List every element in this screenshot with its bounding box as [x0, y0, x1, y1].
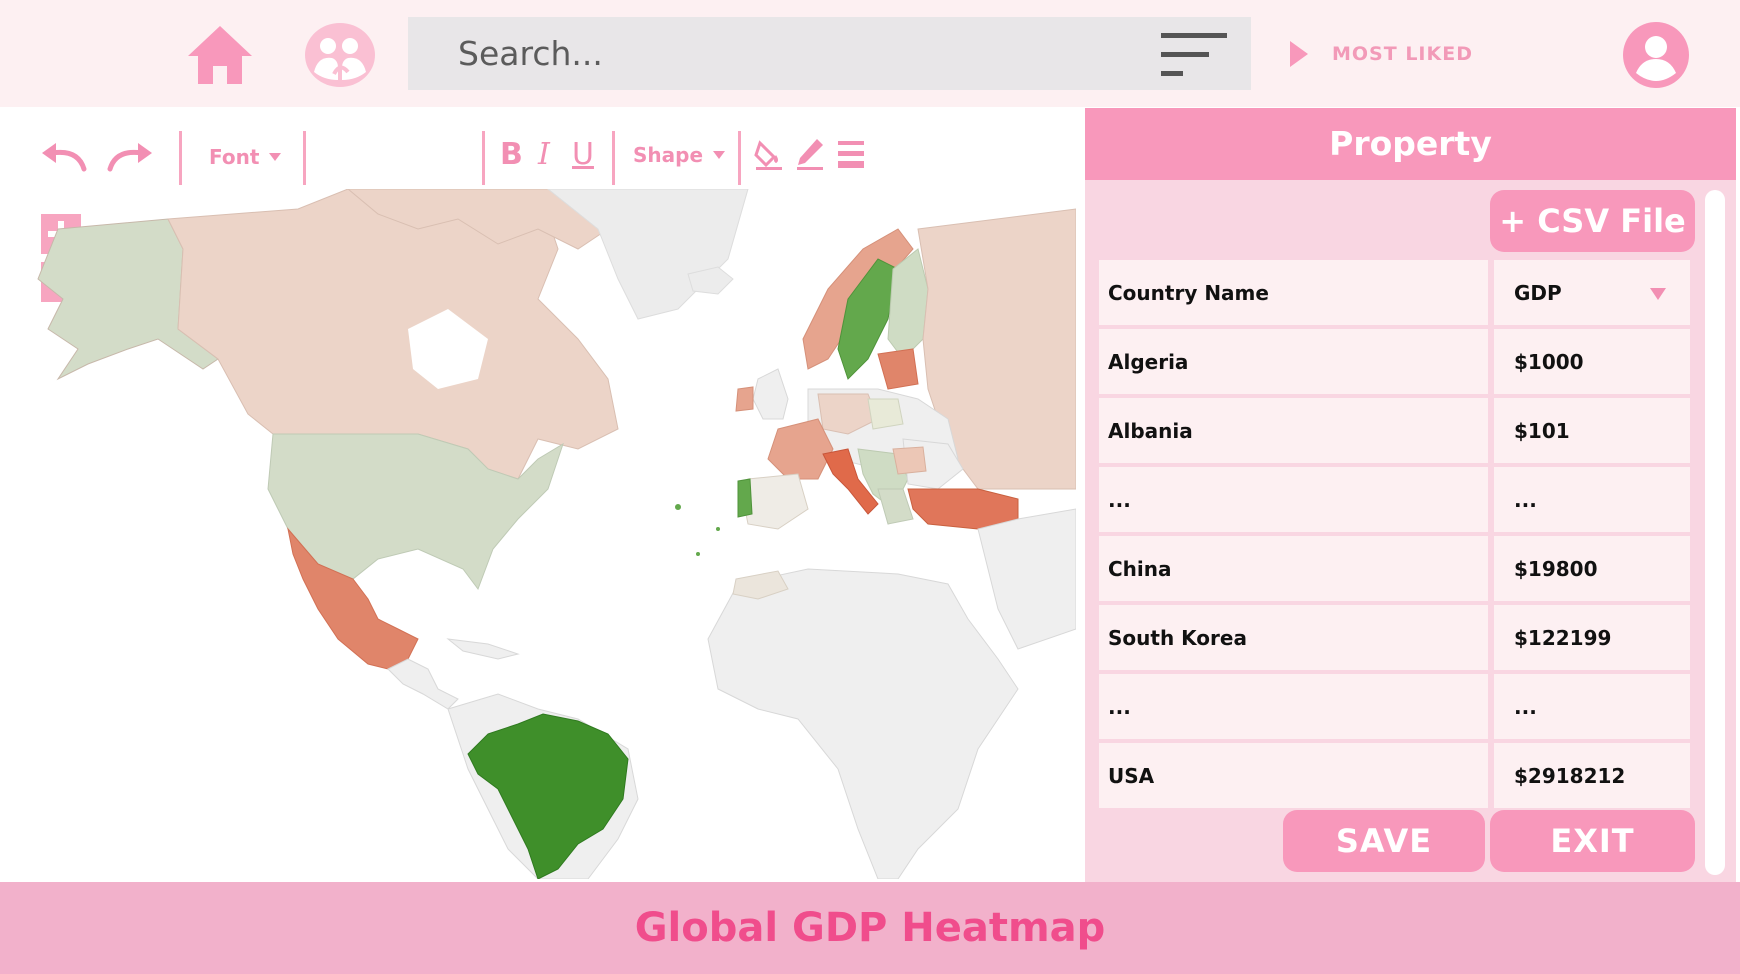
- shape-dropdown[interactable]: Shape: [633, 143, 726, 167]
- gdp-cell[interactable]: ...: [1494, 674, 1690, 739]
- region-sweden: [837, 258, 899, 380]
- panel-header: Property: [1085, 108, 1736, 180]
- region-africa: [707, 568, 1019, 879]
- country-cell[interactable]: ...: [1099, 674, 1488, 739]
- editing-toolbar: Font B I U Shape: [0, 127, 1085, 193]
- region-brazil: [467, 713, 629, 879]
- undo-icon[interactable]: [38, 139, 88, 175]
- toolbar-divider: [482, 131, 485, 185]
- user-profile-icon[interactable]: [1622, 21, 1690, 89]
- gdp-cell[interactable]: $2918212: [1494, 743, 1690, 808]
- country-cell[interactable]: South Korea: [1099, 605, 1488, 670]
- panel-title: Property: [1329, 124, 1492, 163]
- region-greenland: [547, 189, 749, 320]
- data-table: Country Name GDP Algeria $1000 Albania $…: [1099, 260, 1690, 812]
- play-triangle-icon: [1290, 41, 1308, 67]
- italic-button[interactable]: I: [538, 137, 550, 172]
- column-header-country: Country Name: [1099, 260, 1488, 325]
- gdp-cell[interactable]: $1000: [1494, 329, 1690, 394]
- top-navigation-bar: MOST LIKED: [0, 0, 1740, 107]
- region-romania: [892, 446, 927, 475]
- region-france: [767, 418, 834, 480]
- toolbar-divider: [179, 131, 182, 185]
- save-button[interactable]: SAVE: [1283, 810, 1485, 872]
- most-liked-label: MOST LIKED: [1332, 43, 1473, 65]
- region-italy: [822, 448, 879, 515]
- paint-bucket-icon[interactable]: [754, 139, 784, 171]
- redo-icon[interactable]: [106, 139, 156, 175]
- table-row[interactable]: China $19800: [1099, 536, 1690, 601]
- country-cell[interactable]: Algeria: [1099, 329, 1488, 394]
- table-header-row: Country Name GDP: [1099, 260, 1690, 325]
- region-greece: [877, 488, 914, 525]
- font-dropdown-label: Font: [209, 145, 260, 169]
- line-weight-icon[interactable]: [837, 139, 865, 169]
- region-ireland: [735, 386, 754, 412]
- filter-icon[interactable]: [1159, 31, 1229, 79]
- gdp-cell[interactable]: ...: [1494, 467, 1690, 532]
- country-cell[interactable]: Albania: [1099, 398, 1488, 463]
- column-header-gdp: GDP: [1514, 280, 1562, 305]
- region-portugal: [737, 478, 753, 518]
- world-heatmap[interactable]: [18, 189, 1076, 879]
- gdp-cell[interactable]: $101: [1494, 398, 1690, 463]
- bold-label: B: [500, 137, 523, 172]
- home-icon[interactable]: [186, 24, 254, 86]
- table-row[interactable]: Algeria $1000: [1099, 329, 1690, 394]
- gdp-cell[interactable]: $122199: [1494, 605, 1690, 670]
- table-row[interactable]: USA $2918212: [1099, 743, 1690, 808]
- toolbar-divider: [738, 131, 741, 185]
- search-bar: [408, 17, 1251, 90]
- font-dropdown[interactable]: Font: [209, 145, 282, 169]
- toolbar-divider: [612, 131, 615, 185]
- italic-label: I: [538, 137, 550, 172]
- shape-dropdown-label: Shape: [633, 143, 704, 167]
- table-row[interactable]: ... ...: [1099, 674, 1690, 739]
- country-cell[interactable]: ...: [1099, 467, 1488, 532]
- map-title: Global GDP Heatmap: [634, 905, 1106, 951]
- add-csv-file-button[interactable]: + CSV File: [1490, 190, 1695, 252]
- region-austria-czech: [867, 398, 904, 430]
- region-iberia: [742, 473, 809, 530]
- region-hudson-bay: [408, 309, 488, 389]
- pen-icon[interactable]: [795, 137, 825, 171]
- chevron-down-icon: [713, 151, 726, 159]
- table-row[interactable]: Albania $101: [1099, 398, 1690, 463]
- community-icon[interactable]: [304, 22, 376, 88]
- table-row[interactable]: South Korea $122199: [1099, 605, 1690, 670]
- region-azores: [675, 504, 681, 510]
- bold-button[interactable]: B: [500, 137, 523, 172]
- exit-button[interactable]: EXIT: [1490, 810, 1695, 872]
- property-panel: Property + CSV File Country Name GDP Alg…: [1085, 108, 1736, 882]
- region-central-america: [387, 658, 459, 710]
- toolbar-divider: [303, 131, 306, 185]
- panel-scrollbar[interactable]: [1705, 190, 1725, 875]
- region-uk: [752, 368, 789, 420]
- region-cape-verde: [716, 527, 720, 531]
- country-cell[interactable]: USA: [1099, 743, 1488, 808]
- search-input[interactable]: [458, 17, 1098, 90]
- most-liked-button[interactable]: MOST LIKED: [1288, 36, 1473, 72]
- table-row[interactable]: ... ...: [1099, 467, 1690, 532]
- region-iceland: [687, 266, 734, 295]
- column-header-gdp-select[interactable]: GDP: [1494, 260, 1690, 325]
- map-editor: Font B I U Shape: [0, 107, 1085, 882]
- underline-label: U: [572, 137, 594, 172]
- gdp-cell[interactable]: $19800: [1494, 536, 1690, 601]
- chevron-down-icon: [269, 153, 282, 161]
- region-germany-poland: [817, 393, 879, 435]
- region-canary: [696, 552, 700, 556]
- underline-button[interactable]: U: [572, 137, 594, 172]
- region-middle-east: [977, 508, 1076, 650]
- country-cell[interactable]: China: [1099, 536, 1488, 601]
- region-baltic: [877, 348, 919, 390]
- footer-bar: Global GDP Heatmap: [0, 882, 1740, 974]
- region-morocco: [732, 570, 789, 600]
- region-caribbean: [446, 638, 520, 660]
- chevron-down-icon: [1650, 288, 1666, 300]
